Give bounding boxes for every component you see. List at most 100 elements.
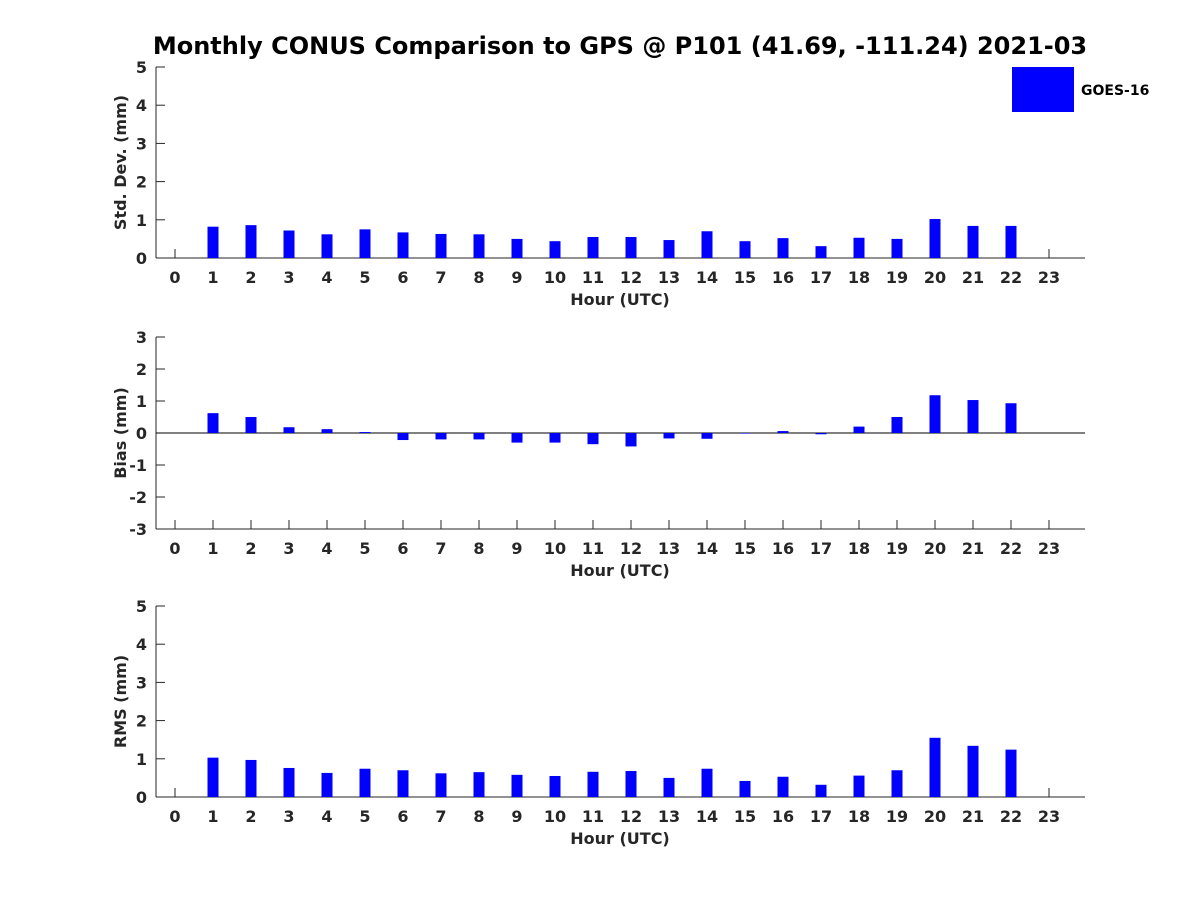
x-tick-label: 1 xyxy=(207,268,218,287)
bar-hour-5 xyxy=(359,768,371,797)
y-axis-label: Std. Dev. (mm) xyxy=(111,95,130,230)
bar-hour-7 xyxy=(435,433,447,440)
x-tick-label: 23 xyxy=(1038,807,1060,826)
bar-hour-10 xyxy=(549,433,561,443)
x-tick-label: 12 xyxy=(620,807,642,826)
x-tick-label: 3 xyxy=(283,807,294,826)
bar-hour-19 xyxy=(891,417,903,433)
y-tick-label: -3 xyxy=(129,520,147,539)
x-tick-label: 2 xyxy=(245,268,256,287)
y-tick-label: 0 xyxy=(136,788,147,807)
bar-hour-7 xyxy=(435,233,447,258)
bar-hour-4 xyxy=(321,772,333,797)
x-tick-label: 3 xyxy=(283,539,294,558)
x-tick-label: 12 xyxy=(620,539,642,558)
x-tick-label: 10 xyxy=(544,539,566,558)
y-tick-label: 3 xyxy=(136,134,147,153)
x-axis-label: Hour (UTC) xyxy=(570,561,670,580)
bar-hour-21 xyxy=(967,400,979,433)
y-tick-label: 1 xyxy=(136,750,147,769)
x-tick-label: 22 xyxy=(1000,268,1022,287)
y-tick-label: 5 xyxy=(136,597,147,616)
bar-hour-7 xyxy=(435,773,447,797)
x-tick-label: 10 xyxy=(544,268,566,287)
x-tick-label: 11 xyxy=(582,268,604,287)
x-tick-label: 22 xyxy=(1000,539,1022,558)
bar-hour-13 xyxy=(663,433,675,439)
x-tick-label: 17 xyxy=(810,268,832,287)
bar-hour-20 xyxy=(929,219,941,258)
x-tick-label: 14 xyxy=(696,539,718,558)
bar-hour-19 xyxy=(891,770,903,797)
y-tick-label: 2 xyxy=(136,712,147,731)
x-tick-label: 4 xyxy=(321,268,332,287)
y-tick-label: 4 xyxy=(136,635,147,654)
bar-hour-16 xyxy=(777,776,789,797)
x-tick-label: 22 xyxy=(1000,807,1022,826)
x-tick-label: 18 xyxy=(848,539,870,558)
y-tick-label: 0 xyxy=(136,249,147,268)
bar-hour-22 xyxy=(1005,225,1017,258)
x-tick-label: 9 xyxy=(511,539,522,558)
y-tick-label: 1 xyxy=(136,211,147,230)
bar-hour-15 xyxy=(739,241,751,258)
x-tick-label: 18 xyxy=(848,268,870,287)
x-tick-label: 15 xyxy=(734,268,756,287)
y-tick-label: 3 xyxy=(136,673,147,692)
bar-hour-17 xyxy=(815,433,827,435)
x-tick-label: 5 xyxy=(359,807,370,826)
bar-hour-8 xyxy=(473,234,485,258)
bar-hour-16 xyxy=(777,431,789,433)
bar-hour-12 xyxy=(625,433,637,447)
bar-hour-15 xyxy=(739,433,751,434)
bar-hour-22 xyxy=(1005,403,1017,433)
x-tick-label: 5 xyxy=(359,539,370,558)
x-tick-label: 6 xyxy=(397,268,408,287)
x-axis-label: Hour (UTC) xyxy=(570,829,670,848)
x-tick-label: 5 xyxy=(359,268,370,287)
bar-hour-3 xyxy=(283,767,295,797)
bar-hour-14 xyxy=(701,768,713,797)
y-tick-label: -1 xyxy=(129,456,147,475)
x-tick-label: 9 xyxy=(511,807,522,826)
y-axis-label: RMS (mm) xyxy=(111,655,130,748)
x-tick-label: 7 xyxy=(435,268,446,287)
bar-hour-17 xyxy=(815,246,827,258)
x-tick-label: 18 xyxy=(848,807,870,826)
bar-hour-19 xyxy=(891,238,903,258)
x-tick-label: 10 xyxy=(544,807,566,826)
bar-hour-6 xyxy=(397,770,409,797)
bar-hour-10 xyxy=(549,775,561,797)
x-tick-label: 0 xyxy=(169,268,180,287)
x-tick-label: 21 xyxy=(962,539,984,558)
y-tick-label: 0 xyxy=(136,424,147,443)
x-tick-label: 16 xyxy=(772,807,794,826)
x-tick-label: 8 xyxy=(473,268,484,287)
x-tick-label: 19 xyxy=(886,268,908,287)
x-tick-label: 13 xyxy=(658,268,680,287)
x-tick-label: 16 xyxy=(772,268,794,287)
bar-hour-2 xyxy=(245,225,257,258)
x-tick-label: 1 xyxy=(207,539,218,558)
legend: GOES-16 xyxy=(1012,67,1149,112)
bar-hour-13 xyxy=(663,240,675,258)
bar-hour-4 xyxy=(321,234,333,258)
bar-hour-6 xyxy=(397,232,409,258)
bar-hour-18 xyxy=(853,237,865,258)
x-tick-label: 12 xyxy=(620,268,642,287)
bar-hour-5 xyxy=(359,229,371,258)
legend-label-goes-16: GOES-16 xyxy=(1081,83,1149,99)
bar-hour-16 xyxy=(777,238,789,258)
bar-hour-17 xyxy=(815,784,827,797)
bar-hour-18 xyxy=(853,426,865,433)
bar-hour-21 xyxy=(967,745,979,797)
bar-hour-11 xyxy=(587,433,599,445)
y-tick-label: 4 xyxy=(136,96,147,115)
y-tick-label: -2 xyxy=(129,488,147,507)
